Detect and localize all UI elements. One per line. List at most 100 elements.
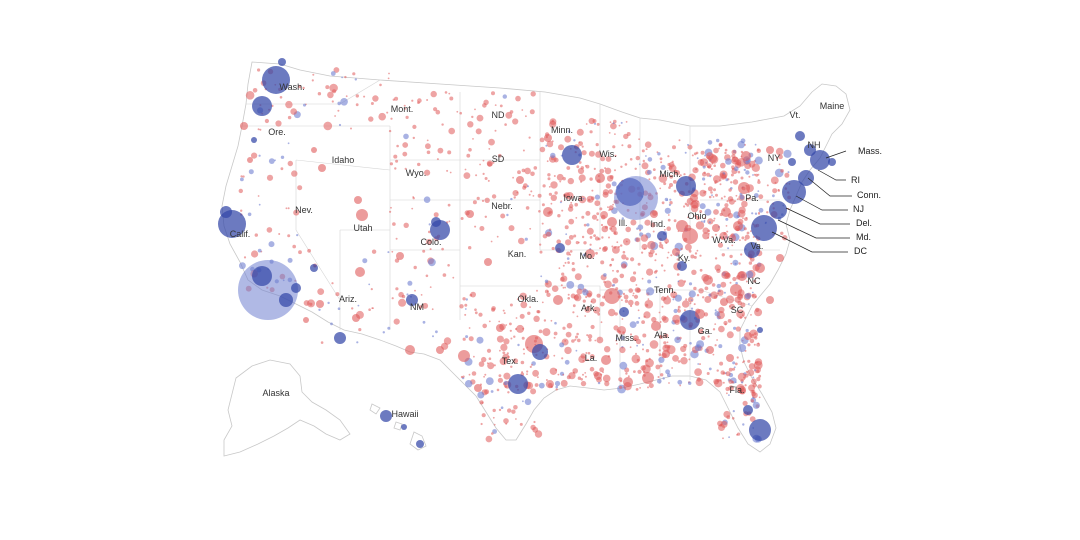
rep-county-bubble bbox=[553, 331, 558, 336]
rep-county-bubble bbox=[756, 342, 761, 347]
rep-county-bubble bbox=[405, 115, 409, 119]
rep-county-bubble bbox=[307, 299, 315, 308]
rep-county-bubble bbox=[581, 150, 587, 156]
rep-county-bubble bbox=[680, 247, 683, 251]
rep-county-bubble bbox=[560, 200, 563, 203]
dem-county-bubble bbox=[753, 193, 759, 198]
rep-county-bubble bbox=[588, 338, 592, 342]
rep-county-bubble bbox=[433, 212, 439, 218]
rep-county-bubble bbox=[616, 269, 619, 273]
dem-metro-bubble bbox=[810, 150, 830, 170]
dem-metro-bubble bbox=[798, 170, 814, 186]
dem-metro-bubble bbox=[749, 419, 771, 441]
rep-county-bubble bbox=[726, 331, 734, 339]
state-label-nebr: Nebr. bbox=[491, 201, 513, 211]
rep-county-bubble bbox=[678, 139, 681, 142]
rep-county-bubble bbox=[539, 250, 543, 254]
dem-county-bubble bbox=[718, 344, 723, 349]
rep-county-bubble bbox=[564, 261, 567, 264]
rep-county-bubble bbox=[695, 378, 704, 387]
rep-county-bubble bbox=[481, 356, 487, 363]
rep-county-bubble bbox=[680, 345, 687, 353]
rep-county-bubble bbox=[520, 301, 528, 309]
rep-county-bubble bbox=[596, 212, 600, 216]
rep-county-bubble bbox=[257, 68, 261, 72]
state-label-ariz: Ariz. bbox=[339, 294, 357, 304]
dem-metro-bubble bbox=[562, 145, 582, 165]
rep-metro-bubble bbox=[695, 309, 705, 319]
dem-county-bubble bbox=[787, 171, 790, 174]
rep-metro-bubble bbox=[737, 271, 747, 281]
rep-county-bubble bbox=[550, 181, 558, 189]
dem-county-bubble bbox=[783, 149, 792, 158]
rep-county-bubble bbox=[742, 361, 744, 364]
rep-county-bubble bbox=[576, 128, 584, 136]
rep-county-bubble bbox=[490, 240, 493, 243]
rep-county-bubble bbox=[679, 384, 682, 387]
dem-county-bubble bbox=[723, 291, 726, 294]
rep-county-bubble bbox=[487, 161, 493, 167]
rep-county-bubble bbox=[562, 264, 565, 267]
rep-county-bubble bbox=[307, 248, 311, 253]
rep-county-bubble bbox=[719, 379, 722, 382]
dem-county-bubble bbox=[688, 381, 692, 385]
rep-county-bubble bbox=[290, 108, 298, 115]
rep-metro-bubble bbox=[607, 217, 617, 227]
rep-county-bubble bbox=[701, 336, 706, 341]
rep-county-bubble bbox=[355, 103, 359, 107]
rep-county-bubble bbox=[564, 135, 572, 143]
dem-county-bubble bbox=[239, 262, 246, 270]
dem-county-bubble bbox=[733, 166, 739, 172]
dem-county-bubble bbox=[476, 336, 484, 344]
rep-county-bubble bbox=[516, 298, 519, 301]
rep-county-bubble bbox=[578, 161, 582, 164]
dem-county-bubble bbox=[247, 212, 252, 217]
rep-county-bubble bbox=[722, 381, 725, 384]
rep-county-bubble bbox=[474, 311, 478, 315]
rep-county-bubble bbox=[430, 90, 437, 98]
rep-county-bubble bbox=[659, 241, 662, 245]
dem-county-bubble bbox=[274, 159, 276, 162]
rep-county-bubble bbox=[720, 370, 725, 375]
rep-county-bubble bbox=[736, 309, 745, 319]
dem-county-bubble bbox=[742, 423, 745, 426]
state-label-nh: NH bbox=[808, 140, 821, 150]
rep-county-bubble bbox=[522, 149, 525, 152]
rep-county-bubble bbox=[264, 118, 269, 124]
rep-county-bubble bbox=[691, 154, 694, 157]
rep-county-bubble bbox=[673, 219, 677, 223]
rep-county-bubble bbox=[756, 148, 761, 153]
rep-county-bubble bbox=[562, 286, 565, 289]
dem-county-bubble bbox=[612, 122, 615, 125]
dem-county-bubble bbox=[758, 207, 764, 213]
rep-county-bubble bbox=[561, 272, 565, 276]
rep-county-bubble bbox=[541, 301, 544, 304]
rep-county-bubble bbox=[402, 142, 409, 148]
rep-county-bubble bbox=[707, 335, 710, 338]
rep-county-bubble bbox=[599, 367, 605, 373]
rep-county-bubble bbox=[372, 307, 374, 310]
rep-county-bubble bbox=[644, 219, 651, 226]
rep-metro-bubble bbox=[623, 377, 633, 387]
rep-county-bubble bbox=[641, 320, 645, 324]
rep-county-bubble bbox=[731, 167, 735, 170]
rep-county-bubble bbox=[548, 186, 551, 188]
rep-county-bubble bbox=[710, 191, 713, 194]
rep-county-bubble bbox=[533, 166, 538, 170]
rep-county-bubble bbox=[546, 140, 554, 148]
rep-county-bubble bbox=[693, 286, 697, 291]
rep-county-bubble bbox=[395, 159, 399, 163]
rep-county-bubble bbox=[352, 72, 356, 76]
rep-county-bubble bbox=[590, 300, 593, 303]
rep-county-bubble bbox=[662, 316, 669, 323]
rep-county-bubble bbox=[532, 195, 535, 197]
dem-county-bubble bbox=[318, 308, 321, 311]
rep-county-bubble bbox=[482, 159, 485, 162]
rep-county-bubble bbox=[446, 169, 449, 172]
rep-county-bubble bbox=[404, 167, 407, 170]
rep-county-bubble bbox=[257, 195, 260, 197]
dem-county-bubble bbox=[740, 138, 746, 144]
rep-county-bubble bbox=[775, 157, 779, 160]
state-label-sc: SC bbox=[731, 305, 744, 315]
dem-county-bubble bbox=[664, 207, 671, 214]
